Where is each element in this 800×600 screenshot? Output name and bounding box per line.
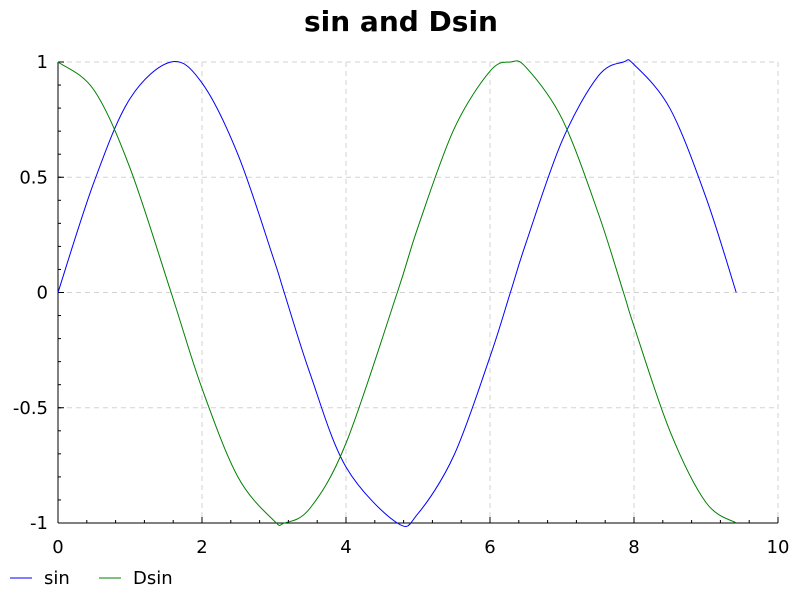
legend-item-sin: sin [10, 568, 70, 589]
y-tick-label: -0.5 [13, 398, 48, 419]
chart-title: sin and Dsin [304, 5, 498, 38]
legend-label: sin [44, 568, 70, 589]
y-tick-label: -1 [30, 513, 48, 534]
axes: 0 2 4 6 8 10 -1 -0.5 0 0.5 1 [13, 52, 790, 558]
grid [58, 61, 779, 523]
x-tick-label: 10 [767, 537, 790, 558]
x-tick-label: 2 [196, 537, 207, 558]
y-tick-label: 0 [37, 283, 48, 304]
legend-label: Dsin [133, 568, 173, 589]
x-tick-label: 4 [340, 537, 351, 558]
y-tick-label: 0.5 [19, 167, 48, 188]
legend-item-dsin: Dsin [99, 568, 173, 589]
series-layer [57, 59, 737, 527]
x-tick-label: 6 [484, 537, 495, 558]
y-tick-label: 1 [37, 52, 48, 73]
series-line-dsin [57, 60, 737, 526]
series-line-sin [57, 59, 737, 527]
legend: sin Dsin [10, 568, 173, 589]
x-tick-label: 0 [52, 537, 63, 558]
x-tick-label: 8 [628, 537, 639, 558]
